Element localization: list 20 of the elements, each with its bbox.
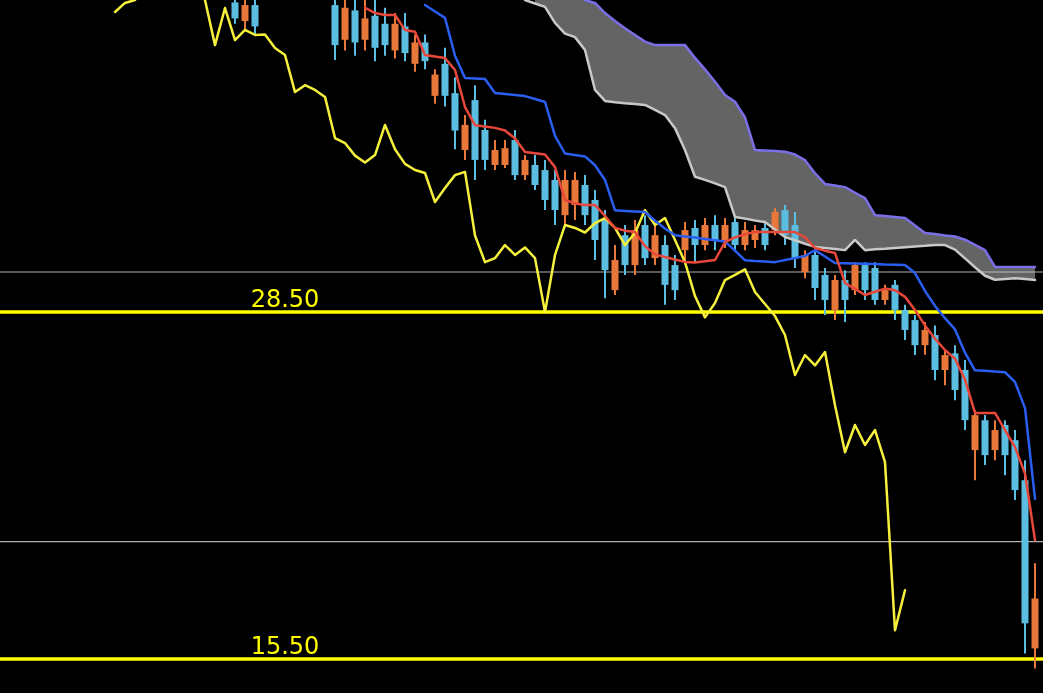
candlestick (991, 419, 999, 462)
candlestick (431, 68, 439, 105)
candlestick (721, 217, 729, 249)
ref-line-label: 28.50 (250, 285, 320, 314)
candlestick (711, 214, 719, 252)
candlestick (771, 206, 779, 237)
candlestick (521, 154, 529, 181)
ref-line-label: 15.50 (250, 632, 320, 661)
candlestick (531, 154, 539, 192)
candlestick (361, 0, 369, 52)
candlestick (501, 138, 509, 169)
candlestick (251, 0, 259, 36)
candlestick (921, 320, 929, 356)
candlestick (881, 283, 889, 306)
candlestick (491, 138, 499, 172)
candlestick (941, 348, 949, 387)
candlestick (411, 33, 419, 73)
candlestick (231, 0, 239, 25)
candlestick (381, 6, 389, 57)
candlestick (901, 303, 909, 342)
